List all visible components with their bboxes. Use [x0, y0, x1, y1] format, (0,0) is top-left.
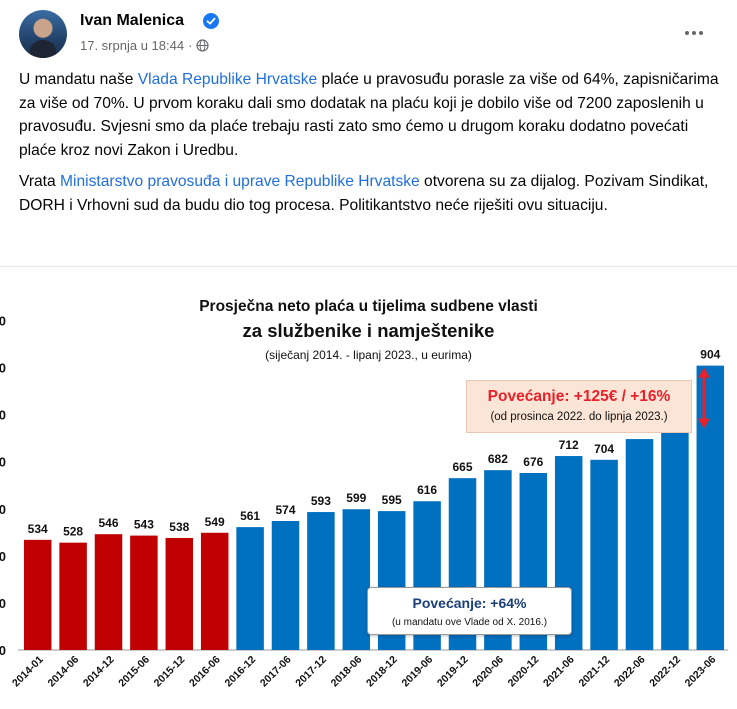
bar [94, 534, 123, 650]
y-tick-label: 0 [0, 643, 6, 658]
x-tick-label: 2017-12 [293, 654, 329, 690]
bar [307, 512, 335, 650]
x-tick-label: 2014-06 [45, 654, 81, 690]
post-text: U mandatu naše Vlada Republike Hrvatske … [19, 68, 724, 225]
data-label: 549 [205, 515, 225, 529]
bar [236, 527, 264, 650]
x-tick-label: 2018-06 [329, 654, 365, 690]
x-tick-label: 2016-06 [187, 654, 223, 690]
post-timestamp[interactable]: 17. srpnja u 18:44 [80, 38, 185, 53]
x-tick-label: 2018-12 [364, 654, 400, 690]
post-paragraph-2: Vrata Ministarstvo pravosuđa i uprave Re… [19, 173, 709, 214]
bar-chart: 0 0 0 0 0 0 0 0 534 2014-01 528 2014-06 546 2014-12 54… [0, 313, 728, 690]
post-meta: 17. srpnja u 18:44 · [80, 38, 210, 53]
bar [696, 365, 725, 650]
x-tick-label: 2015-06 [116, 654, 152, 690]
increase-callout-mandate: Povećanje: +64% (u mandatu ove Vlade od … [367, 587, 572, 635]
data-label: 599 [346, 491, 366, 505]
chart-note: (siječanj 2014. - lipanj 2023., u eurima… [265, 348, 472, 362]
author-avatar[interactable] [19, 10, 67, 58]
data-label: 546 [98, 516, 118, 530]
meta-separator: · [188, 38, 193, 53]
data-label: 574 [275, 503, 295, 517]
data-label: 528 [63, 525, 83, 539]
link-vlada[interactable]: Vlada Republike Hrvatske [137, 71, 318, 88]
link-ministarstvo[interactable]: Ministarstvo pravosuđa i uprave Republik… [60, 173, 420, 190]
more-options-icon[interactable] [680, 26, 708, 40]
data-label: 543 [134, 518, 154, 532]
chart-title: Prosječna neto plaća u tijelima sudbene … [199, 298, 538, 315]
y-tick-label: 0 [0, 408, 6, 423]
x-tick-label: 2016-12 [222, 654, 258, 690]
data-label: 712 [559, 438, 579, 452]
data-label: 561 [240, 509, 260, 523]
globe-icon [196, 39, 210, 52]
data-label: 682 [488, 452, 508, 466]
bar [271, 521, 300, 650]
data-label: 595 [382, 493, 402, 507]
data-label: 904 [700, 348, 720, 362]
bar [130, 535, 158, 650]
bar [59, 542, 87, 650]
x-tick-label: 2020-12 [506, 654, 542, 690]
x-tick-label: 2021-12 [576, 654, 612, 690]
callout-mandate-main: Povećanje: +64% [412, 595, 527, 611]
y-tick-label: 0 [0, 502, 6, 517]
data-label: 665 [452, 460, 472, 474]
y-tick-label: 0 [0, 549, 6, 564]
post-image-divider [0, 266, 737, 267]
bar [661, 424, 689, 650]
x-tick-label: 2022-06 [612, 654, 648, 690]
callout-mandate-sub: (u mandatu ove Vlade od X. 2016.) [391, 617, 548, 628]
y-tick-label: 0 [0, 313, 6, 328]
x-tick-label: 2023-06 [683, 654, 719, 690]
post-image-chart[interactable]: Prosječna neto plaća u tijelima sudbene … [0, 267, 737, 709]
x-tick-label: 2017-06 [258, 654, 294, 690]
y-tick-label: 0 [0, 596, 6, 611]
x-tick-label: 2014-01 [10, 654, 46, 690]
y-tick-label: 0 [0, 361, 6, 376]
x-tick-label: 2021-06 [541, 654, 577, 690]
bar [165, 537, 194, 650]
x-tick-label: 2014-12 [81, 654, 117, 690]
x-tick-label: 2015-12 [152, 654, 188, 690]
arrow-head-up [698, 367, 710, 378]
data-label: 616 [417, 483, 437, 497]
x-tick-label: 2019-12 [435, 654, 471, 690]
data-label: 538 [169, 520, 189, 534]
data-label: 593 [311, 494, 331, 508]
bar [590, 459, 618, 650]
callout-recent-sub: (od prosinca 2022. do lipnja 2023.) [490, 411, 668, 423]
data-label: 704 [594, 442, 614, 456]
data-label: 534 [28, 522, 48, 536]
post-paragraph-1: U mandatu naše Vlada Republike Hrvatske … [19, 71, 719, 159]
x-tick-label: 2022-12 [647, 654, 683, 690]
increase-callout-recent: Povećanje: +125€ / +16% (od prosinca 202… [466, 380, 692, 433]
data-label: 676 [523, 455, 543, 469]
verified-badge-icon [203, 13, 219, 29]
bar [200, 532, 229, 650]
chart-subtitle: za službenike i namještenike [242, 320, 495, 341]
x-tick-label: 2019-06 [399, 654, 435, 690]
bar [23, 539, 52, 650]
arrow-head-down [698, 418, 710, 429]
author-name[interactable]: Ivan Malenica [80, 12, 185, 29]
x-tick-label: 2020-06 [470, 654, 506, 690]
bar [342, 509, 371, 650]
bar [625, 439, 654, 650]
callout-recent-main: Povećanje: +125€ / +16% [487, 388, 671, 405]
y-tick-label: 0 [0, 455, 6, 470]
